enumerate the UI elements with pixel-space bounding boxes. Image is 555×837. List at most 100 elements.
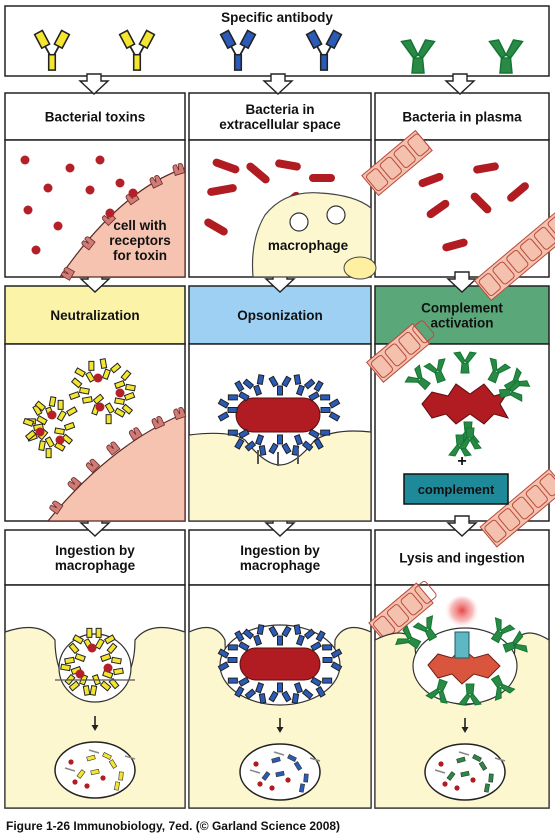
fragment (438, 761, 444, 767)
fragment (273, 751, 285, 756)
fragment (494, 757, 506, 762)
antibody-icon (458, 427, 482, 450)
vacuole (289, 212, 309, 232)
bacterium-icon (427, 647, 501, 685)
fragment (458, 751, 470, 756)
antibody-icon (227, 676, 250, 698)
fragment (68, 759, 74, 765)
antibody-icon (102, 667, 124, 690)
toxin-icon (115, 178, 125, 188)
antibody-icon (219, 29, 257, 71)
bacterium-icon (442, 238, 468, 252)
antibody-icon (68, 674, 91, 696)
bacterium-icon (275, 159, 301, 171)
bacterium-icon (507, 182, 529, 202)
receptor-icon (149, 175, 164, 189)
antibody-icon (404, 364, 431, 391)
receptor-icon (67, 477, 82, 492)
bacterium-icon (418, 172, 444, 188)
fragment (72, 779, 78, 785)
antibody-icon (423, 358, 446, 384)
antibody-icon (310, 676, 333, 698)
fragment (253, 761, 259, 767)
toxin-icon (35, 427, 45, 437)
fragment (434, 769, 446, 774)
receptor-icon (85, 458, 101, 474)
fragment (454, 785, 460, 791)
toxin-icon (43, 183, 53, 193)
fragment (460, 770, 470, 778)
bacterium-icon (212, 158, 240, 174)
mechanism-title-1: Opsonization (237, 308, 323, 323)
arrow-down-icon (446, 515, 478, 537)
row3-title-2: Lysis and ingestion (399, 551, 525, 566)
vessel-wall (473, 208, 555, 302)
antibody-icon (291, 682, 314, 704)
mechanism-title-2: activation (430, 316, 493, 331)
vessel-wall (365, 320, 435, 383)
fragment (309, 757, 321, 762)
receptor-icon (81, 236, 96, 251)
fragment (108, 759, 118, 769)
fragment (456, 756, 466, 764)
antibody-icon (322, 648, 343, 672)
banner-title: Specific antibody (221, 10, 333, 25)
antibody-icon (498, 378, 523, 402)
antibody-icon (227, 428, 250, 450)
row1-title-2: Bacteria in plasma (402, 110, 522, 125)
row1-header-0 (4, 92, 186, 141)
bacterium-icon (239, 647, 321, 681)
fragment (261, 771, 271, 781)
vacuole (326, 205, 346, 225)
toxin-icon (75, 669, 85, 679)
fragment (113, 781, 121, 791)
arrow-down-icon (91, 725, 99, 731)
toxin-icon (95, 155, 105, 165)
bacterium-icon (204, 218, 228, 236)
bacterium-icon (470, 192, 492, 214)
antibody-icon (308, 428, 331, 450)
bacterium-icon (421, 383, 510, 425)
bacterium-icon (426, 199, 450, 219)
antibody-icon (425, 678, 448, 704)
antibody-icon (293, 374, 316, 396)
mechanism-header-0 (4, 285, 186, 345)
antibody-banner (4, 5, 550, 77)
antibody-icon (412, 615, 438, 642)
antibody-icon (114, 369, 136, 392)
antibody-icon (33, 29, 71, 71)
fragment (472, 754, 482, 762)
row3-title-0: Ingestion by (55, 543, 135, 558)
fragment (118, 771, 124, 781)
row1-title-1: Bacteria in (245, 102, 314, 117)
receptor-icon (128, 427, 143, 442)
row3-title-0: macrophage (55, 558, 136, 573)
toxin-icon (31, 245, 41, 255)
fragment (488, 773, 494, 783)
antibody-icon (217, 648, 238, 672)
row1-title-0: Bacterial toxins (45, 110, 146, 125)
bacterium-icon (473, 162, 499, 174)
membrane-attack-complex (454, 631, 470, 659)
antibody-icon (400, 39, 436, 74)
row3-header-1 (188, 529, 372, 586)
antibody-icon (320, 398, 341, 422)
antibody-icon (118, 29, 156, 71)
fragment (102, 752, 112, 760)
toxin-icon (47, 410, 57, 420)
antibody-icon (305, 29, 343, 71)
fragment (303, 773, 309, 783)
fragment (249, 769, 261, 774)
antibody-icon (502, 630, 528, 653)
fragment (287, 754, 297, 762)
antibody-icon (268, 375, 292, 396)
fragment (269, 785, 275, 791)
antibody-icon (487, 357, 512, 384)
bacterium-icon (309, 174, 335, 182)
toxin-icon (95, 402, 105, 412)
fragment (442, 781, 448, 787)
antibody-icon (244, 682, 267, 704)
mechanism-header-1 (188, 285, 372, 345)
receptor-icon (172, 162, 186, 176)
antibody-icon (268, 625, 292, 646)
